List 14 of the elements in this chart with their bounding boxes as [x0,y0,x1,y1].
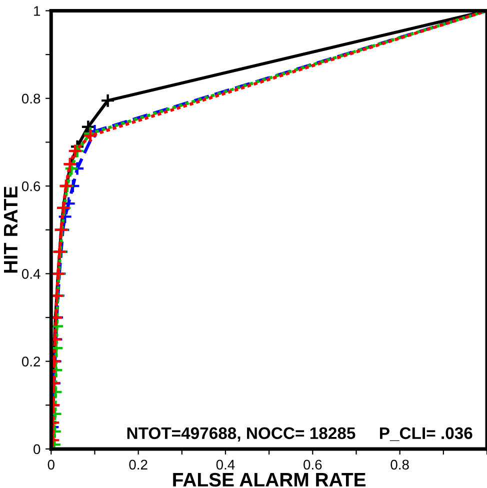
x-tick-label: 0.4 [216,460,235,470]
annotation: NTOT=497688, NOCC= 18285 P_CLI= .036 [127,427,472,442]
y-tick-label: 0 [34,444,40,454]
y-tick-label: 0.6 [22,181,40,192]
y-axis-title: HIT RATE [4,186,18,273]
x-tick-label: 0 [48,460,54,470]
x-tick-label: 0.2 [129,460,148,470]
y-tick-label: 0.4 [22,269,40,279]
y-tick-label: 0.8 [22,94,40,104]
x-tick-label: 0.6 [304,460,322,470]
y-tick-label: 1 [34,6,40,16]
x-tick-label: 0.8 [390,460,409,470]
x-axis-title: FALSE ALARM RATE [173,472,366,487]
y-tick-label: 0.2 [22,356,40,366]
